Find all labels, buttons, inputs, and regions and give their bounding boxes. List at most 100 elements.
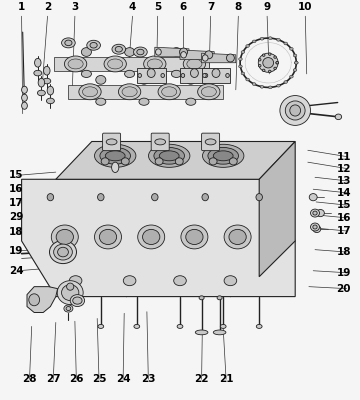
Ellipse shape bbox=[269, 70, 271, 72]
Ellipse shape bbox=[202, 194, 208, 201]
Text: 29: 29 bbox=[9, 212, 23, 222]
Ellipse shape bbox=[284, 81, 288, 84]
Ellipse shape bbox=[152, 194, 158, 201]
Ellipse shape bbox=[56, 229, 73, 244]
Ellipse shape bbox=[147, 59, 162, 69]
Ellipse shape bbox=[289, 48, 293, 50]
Ellipse shape bbox=[62, 38, 75, 48]
Ellipse shape bbox=[284, 42, 288, 45]
Polygon shape bbox=[68, 85, 223, 99]
Ellipse shape bbox=[105, 151, 125, 161]
Text: 15: 15 bbox=[337, 200, 351, 210]
Ellipse shape bbox=[224, 276, 237, 286]
Text: 21: 21 bbox=[219, 374, 233, 384]
Ellipse shape bbox=[81, 48, 91, 56]
Ellipse shape bbox=[220, 324, 226, 328]
Ellipse shape bbox=[155, 158, 163, 165]
Ellipse shape bbox=[310, 223, 320, 231]
Ellipse shape bbox=[112, 162, 119, 172]
Ellipse shape bbox=[134, 324, 140, 328]
Ellipse shape bbox=[313, 211, 317, 215]
Ellipse shape bbox=[64, 305, 73, 312]
Ellipse shape bbox=[94, 144, 136, 167]
Ellipse shape bbox=[213, 330, 226, 335]
Ellipse shape bbox=[68, 59, 83, 69]
Ellipse shape bbox=[226, 54, 234, 62]
Ellipse shape bbox=[138, 225, 165, 249]
Polygon shape bbox=[27, 287, 58, 312]
Ellipse shape bbox=[195, 330, 208, 335]
Ellipse shape bbox=[229, 229, 246, 244]
Ellipse shape bbox=[186, 229, 203, 244]
Text: 4: 4 bbox=[129, 2, 136, 12]
Ellipse shape bbox=[181, 74, 185, 78]
Text: 19: 19 bbox=[9, 246, 23, 256]
Ellipse shape bbox=[82, 87, 98, 97]
Ellipse shape bbox=[35, 58, 41, 67]
Ellipse shape bbox=[22, 94, 27, 101]
Ellipse shape bbox=[187, 59, 202, 69]
Ellipse shape bbox=[69, 276, 82, 286]
Ellipse shape bbox=[118, 84, 141, 100]
Ellipse shape bbox=[112, 44, 126, 54]
Ellipse shape bbox=[174, 276, 186, 286]
Ellipse shape bbox=[256, 194, 262, 201]
Polygon shape bbox=[22, 179, 295, 296]
FancyBboxPatch shape bbox=[151, 133, 169, 151]
Ellipse shape bbox=[101, 158, 109, 165]
Ellipse shape bbox=[125, 70, 135, 78]
Ellipse shape bbox=[290, 105, 301, 116]
Ellipse shape bbox=[123, 276, 136, 286]
Ellipse shape bbox=[285, 101, 305, 120]
FancyBboxPatch shape bbox=[202, 133, 220, 151]
Ellipse shape bbox=[106, 139, 117, 145]
Ellipse shape bbox=[224, 225, 251, 249]
Polygon shape bbox=[202, 68, 230, 83]
Ellipse shape bbox=[162, 87, 177, 97]
Text: 28: 28 bbox=[22, 374, 37, 384]
Text: 15: 15 bbox=[9, 170, 23, 180]
Ellipse shape bbox=[289, 75, 293, 78]
Ellipse shape bbox=[122, 87, 137, 97]
Ellipse shape bbox=[310, 209, 320, 217]
Ellipse shape bbox=[226, 74, 229, 78]
Ellipse shape bbox=[34, 70, 42, 76]
Ellipse shape bbox=[138, 74, 141, 78]
Ellipse shape bbox=[47, 194, 54, 201]
Ellipse shape bbox=[252, 40, 256, 43]
Ellipse shape bbox=[212, 69, 220, 78]
Ellipse shape bbox=[108, 59, 123, 69]
Ellipse shape bbox=[205, 139, 216, 145]
Ellipse shape bbox=[79, 84, 101, 100]
Ellipse shape bbox=[260, 37, 264, 40]
Ellipse shape bbox=[44, 66, 50, 75]
Ellipse shape bbox=[51, 225, 78, 249]
Polygon shape bbox=[155, 47, 189, 57]
Text: 1: 1 bbox=[18, 2, 25, 12]
Ellipse shape bbox=[98, 194, 104, 201]
Ellipse shape bbox=[241, 51, 245, 54]
Text: 19: 19 bbox=[337, 268, 351, 278]
Text: 22: 22 bbox=[194, 374, 209, 384]
Ellipse shape bbox=[171, 48, 181, 56]
Ellipse shape bbox=[155, 139, 166, 145]
Ellipse shape bbox=[316, 210, 324, 217]
Ellipse shape bbox=[199, 296, 204, 300]
Ellipse shape bbox=[258, 58, 261, 61]
Ellipse shape bbox=[139, 76, 149, 84]
Ellipse shape bbox=[294, 61, 298, 64]
Ellipse shape bbox=[313, 225, 317, 229]
Ellipse shape bbox=[65, 40, 72, 46]
Ellipse shape bbox=[175, 158, 183, 165]
Ellipse shape bbox=[158, 84, 180, 100]
Ellipse shape bbox=[293, 54, 297, 57]
Ellipse shape bbox=[96, 76, 106, 84]
Ellipse shape bbox=[190, 69, 198, 78]
Text: 26: 26 bbox=[69, 374, 84, 384]
Ellipse shape bbox=[203, 74, 206, 78]
Ellipse shape bbox=[293, 69, 297, 72]
Ellipse shape bbox=[274, 67, 276, 70]
Text: 18: 18 bbox=[9, 227, 23, 237]
Ellipse shape bbox=[209, 158, 217, 165]
Ellipse shape bbox=[205, 51, 213, 59]
